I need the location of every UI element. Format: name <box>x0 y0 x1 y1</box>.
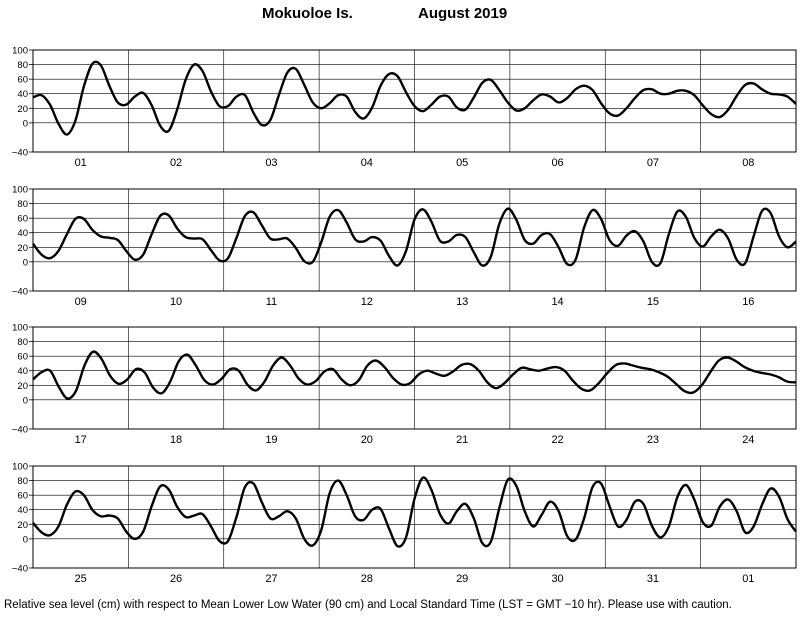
day-label: 21 <box>456 434 468 446</box>
day-label: 06 <box>551 157 563 169</box>
day-label: 03 <box>265 157 277 169</box>
y-tick-label: −40 <box>12 425 28 436</box>
y-tick-label: 80 <box>17 476 28 487</box>
day-label: 31 <box>647 573 659 585</box>
y-tick-label: 60 <box>17 75 28 86</box>
y-tick-label: 100 <box>12 46 28 57</box>
day-label: 01 <box>75 157 87 169</box>
y-tick-label: 40 <box>17 228 28 239</box>
y-tick-label: 100 <box>12 323 28 334</box>
y-tick-label: 0 <box>23 257 28 268</box>
plot-frame <box>32 188 797 292</box>
day-label: 24 <box>742 434 754 446</box>
y-tick-label: 0 <box>23 118 28 129</box>
y-tick-label: 20 <box>17 104 28 115</box>
day-label: 14 <box>551 296 563 308</box>
y-tick-label: −40 <box>12 564 28 575</box>
day-label: 19 <box>265 434 277 446</box>
day-label: 02 <box>170 157 182 169</box>
day-label: 09 <box>75 296 87 308</box>
y-tick-label: 0 <box>23 534 28 545</box>
y-tick-label: 20 <box>17 520 28 531</box>
day-label: 25 <box>75 573 87 585</box>
day-label: 04 <box>361 157 373 169</box>
y-tick-label: 80 <box>17 199 28 210</box>
panel-2: 100 80 60 40 20 0 −40 09 10 11 12 13 14 15 16 <box>12 185 797 308</box>
day-label: 26 <box>170 573 182 585</box>
y-tick-label: 100 <box>12 462 28 473</box>
day-label: 29 <box>456 573 468 585</box>
y-tick-label: 40 <box>17 89 28 100</box>
sea-level-line <box>32 60 797 136</box>
day-label: 12 <box>361 296 373 308</box>
chart-title-period: August 2019 <box>418 5 508 22</box>
y-tick-label: 20 <box>17 243 28 254</box>
day-label: 23 <box>647 434 659 446</box>
day-label: 27 <box>265 573 277 585</box>
day-label: 08 <box>742 157 754 169</box>
y-tick-label: 100 <box>12 185 28 196</box>
day-label: 13 <box>456 296 468 308</box>
day-label: 20 <box>361 434 373 446</box>
sea-level-line <box>32 207 797 268</box>
day-label: 30 <box>551 573 563 585</box>
y-tick-label: 0 <box>23 395 28 406</box>
panel-3: 100 80 60 40 20 0 −40 17 18 19 20 21 22 23 24 <box>12 323 797 446</box>
day-label: 10 <box>170 296 182 308</box>
y-tick-label: −40 <box>12 287 28 298</box>
y-tick-label: 60 <box>17 491 28 502</box>
panel-1: 100 80 60 40 20 0 −40 01 02 03 04 05 06 07 08 <box>12 46 797 169</box>
plot-frame <box>32 465 797 569</box>
sea-level-line <box>32 476 797 548</box>
day-label: 18 <box>170 434 182 446</box>
sea-level-line <box>32 350 797 400</box>
y-tick-label: 40 <box>17 366 28 377</box>
y-tick-label: 80 <box>17 337 28 348</box>
y-tick-label: 40 <box>17 505 28 516</box>
day-label: 15 <box>647 296 659 308</box>
y-tick-label: 20 <box>17 381 28 392</box>
day-label: 28 <box>361 573 373 585</box>
day-label: 05 <box>456 157 468 169</box>
plot-frame <box>32 49 797 153</box>
y-tick-label: 80 <box>17 60 28 71</box>
panel-4: 100 80 60 40 20 0 −40 25 26 27 28 29 30 31 01 <box>12 462 797 585</box>
y-tick-label: 60 <box>17 214 28 225</box>
day-label: 01 <box>742 573 754 585</box>
day-label: 11 <box>266 296 277 308</box>
y-tick-label: −40 <box>12 148 28 159</box>
day-label: 22 <box>551 434 563 446</box>
day-label: 17 <box>75 434 87 446</box>
y-tick-label: 60 <box>17 352 28 363</box>
footnote: Relative sea level (cm) with respect to … <box>4 599 732 611</box>
day-label: 16 <box>742 296 754 308</box>
day-label: 07 <box>647 157 659 169</box>
chart-title-location: Mokuoloe Is. <box>262 5 353 22</box>
